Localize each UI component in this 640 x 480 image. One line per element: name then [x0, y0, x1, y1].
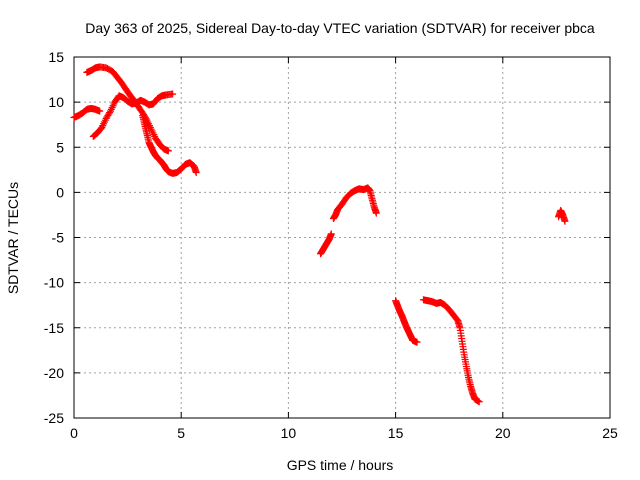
data-points — [70, 63, 569, 406]
series-arc-6 — [329, 184, 380, 223]
y-tick-label: -10 — [44, 275, 64, 291]
x-tick-label: 10 — [281, 425, 297, 441]
y-tick-label: 10 — [48, 94, 64, 110]
data-point — [169, 90, 177, 98]
y-tick-label: -15 — [44, 320, 64, 336]
series-arc-4 — [139, 112, 200, 177]
chart-title: Day 363 of 2025, Sidereal Day-to-day VTE… — [85, 20, 595, 36]
x-tick-label: 15 — [388, 425, 404, 441]
series-arc-1 — [70, 104, 104, 121]
series-arc-5 — [317, 230, 335, 258]
data-point — [164, 147, 172, 155]
data-point — [192, 169, 200, 177]
data-point — [561, 217, 569, 225]
x-tick-labels: 0 5 10 15 20 25 — [70, 425, 618, 441]
y-tick-labels: -25 -20 -15 -10 -5 0 5 10 15 — [44, 49, 64, 426]
data-point — [96, 107, 104, 115]
x-axis-label: GPS time / hours — [287, 457, 394, 473]
y-tick-label: -20 — [44, 365, 64, 381]
series-arc-7 — [392, 297, 421, 346]
y-tick-label: 5 — [56, 139, 64, 155]
data-point — [475, 398, 483, 406]
x-tick-label: 5 — [177, 425, 185, 441]
y-tick-label: -25 — [44, 410, 64, 426]
data-point — [413, 338, 421, 346]
x-tick-label: 0 — [70, 425, 78, 441]
series-arc-8 — [419, 296, 483, 406]
data-point — [106, 109, 114, 117]
x-tick-label: 20 — [495, 425, 511, 441]
grid-lines — [74, 57, 610, 418]
y-tick-label: 15 — [48, 49, 64, 65]
data-point — [372, 209, 380, 217]
series-arc-9 — [555, 206, 569, 225]
axis-ticks — [73, 56, 611, 419]
x-tick-label: 25 — [602, 425, 618, 441]
series-arc-3 — [89, 90, 177, 140]
y-tick-label: 0 — [56, 184, 64, 200]
data-point — [327, 230, 335, 238]
y-axis-label: SDTVAR / TECUs — [5, 182, 21, 294]
y-tick-label: -5 — [52, 230, 65, 246]
